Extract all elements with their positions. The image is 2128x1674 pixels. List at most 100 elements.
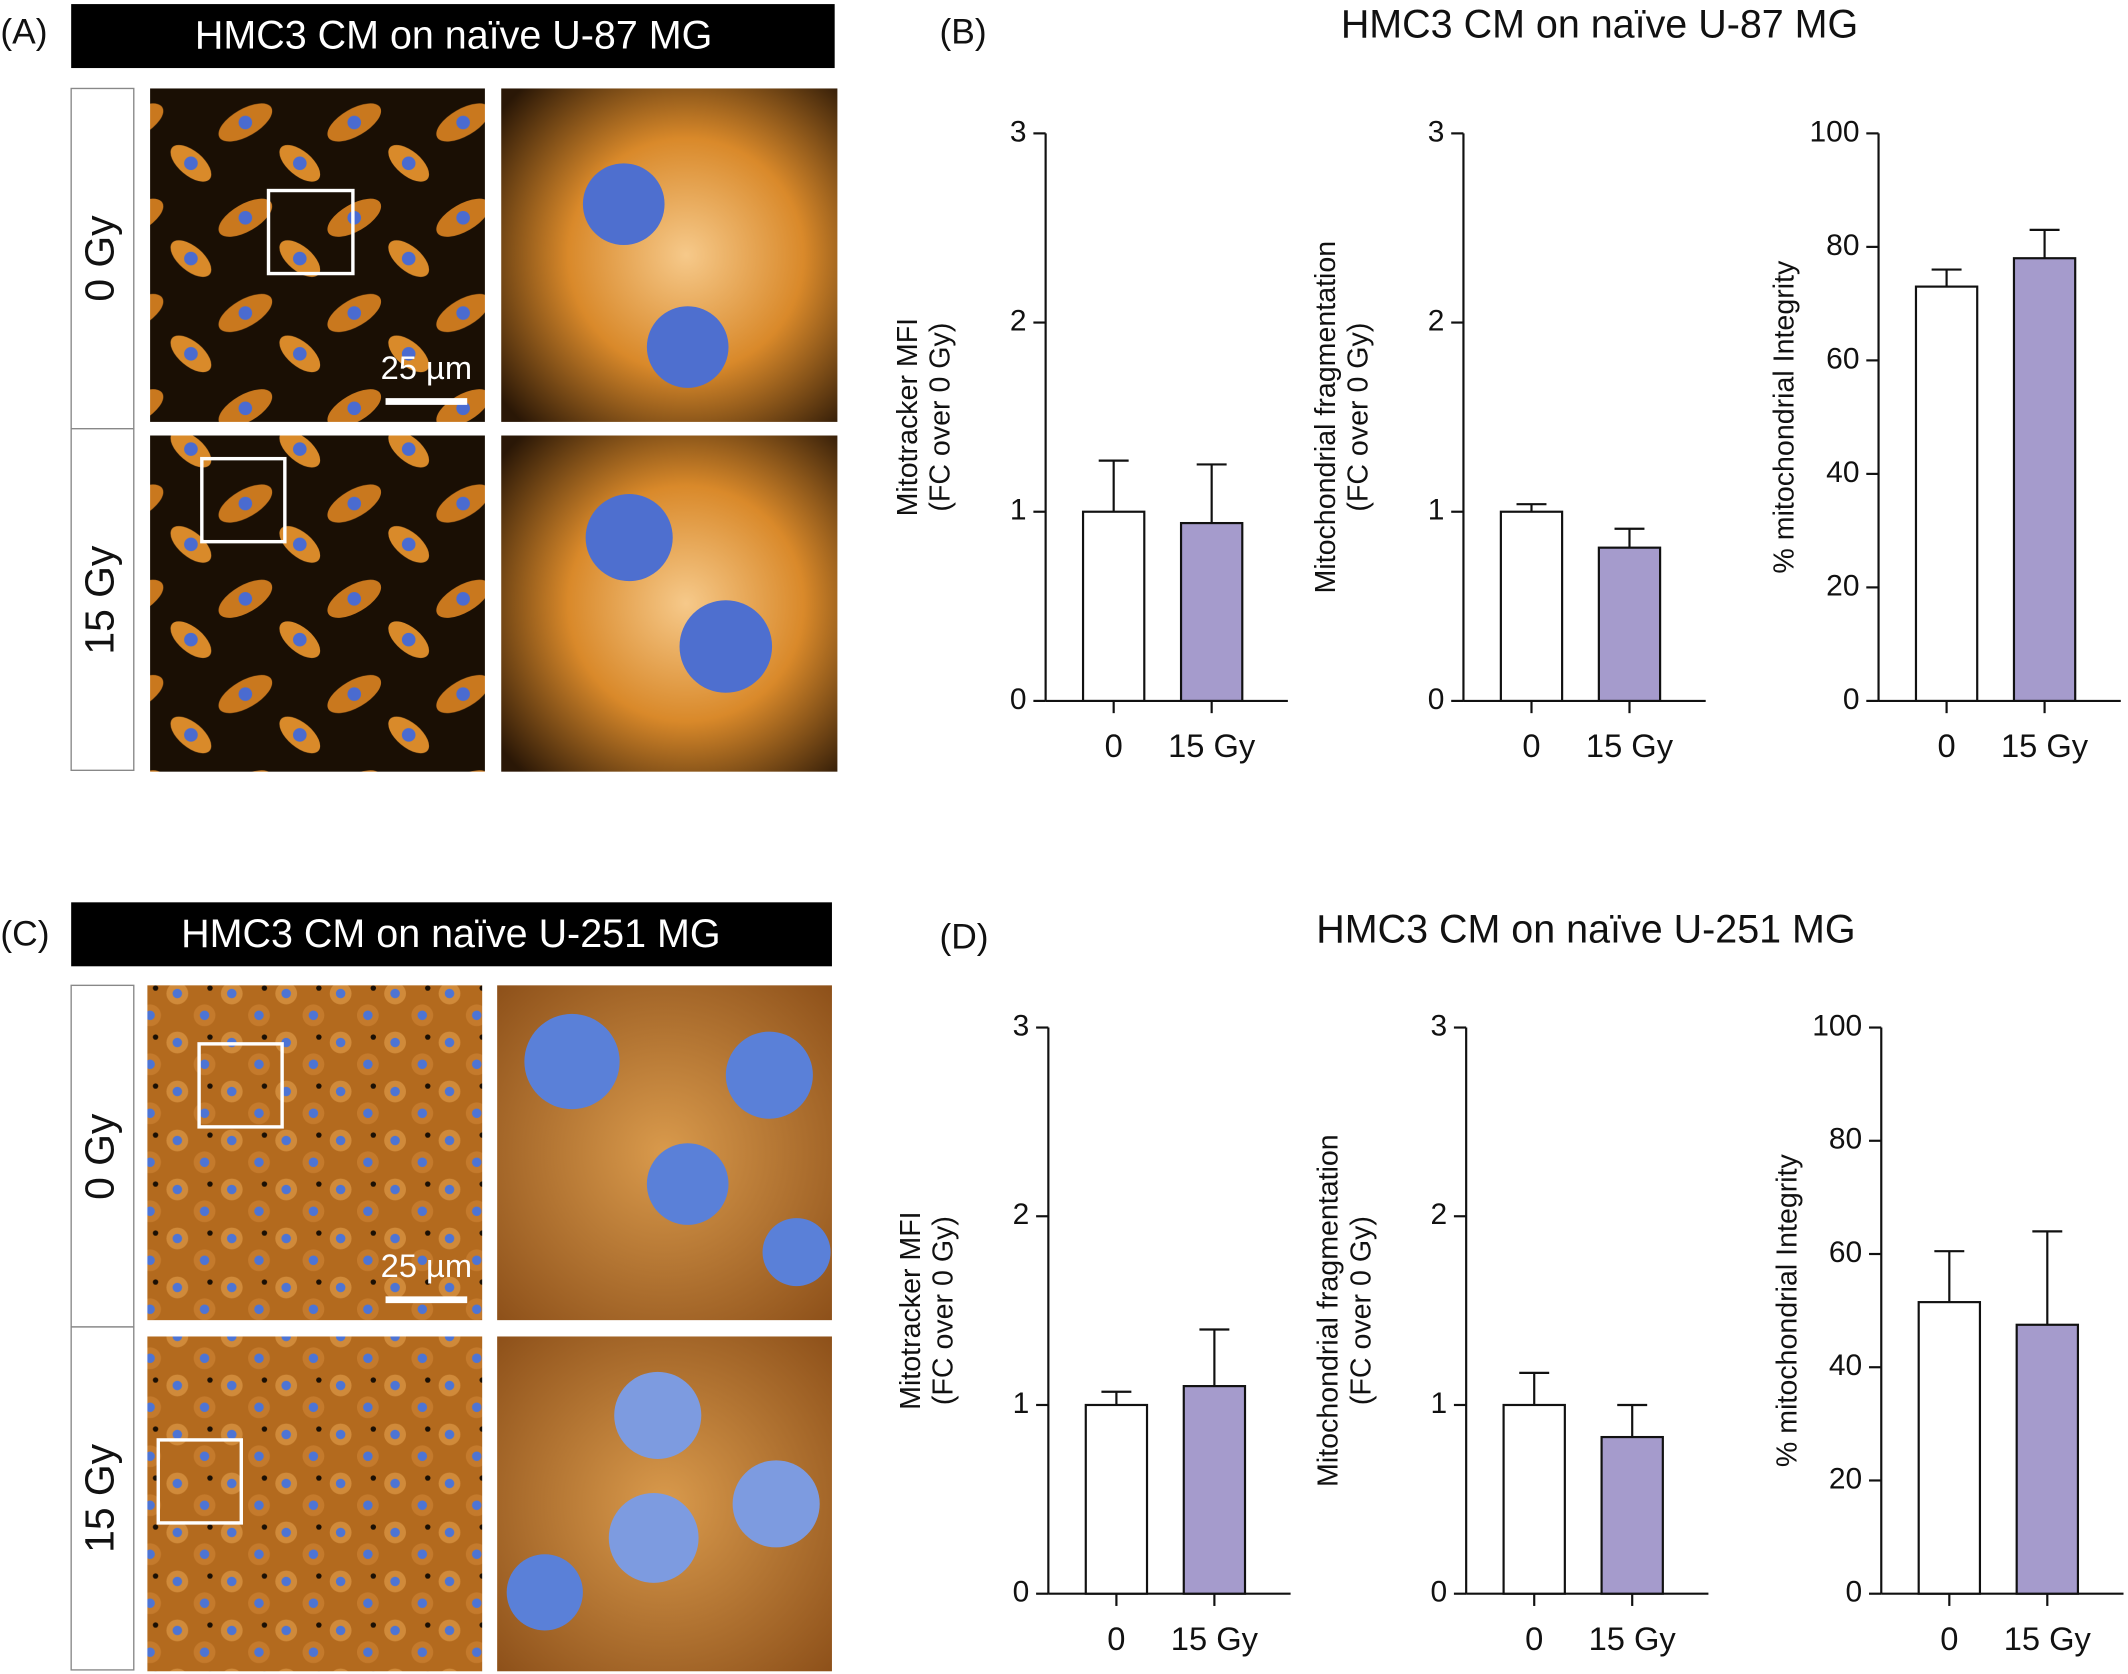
bar bbox=[2012, 257, 2077, 702]
inset-box bbox=[197, 1042, 284, 1129]
y-tick-label: 80 bbox=[1829, 1123, 1862, 1156]
y-axis-label: % mitochondrial Integrity bbox=[1771, 1153, 1803, 1467]
nucleus bbox=[585, 494, 673, 582]
row-label: 15 Gy bbox=[76, 545, 122, 654]
y-tick-label: 40 bbox=[1826, 456, 1859, 489]
y-axis-label: Mitochondrial fragmentation bbox=[1313, 1134, 1345, 1487]
row-box bbox=[70, 984, 135, 1328]
y-tick-label: 100 bbox=[1810, 115, 1860, 148]
y-tick-label: 2 bbox=[1010, 304, 1027, 337]
y-tick-label: 100 bbox=[1812, 1009, 1862, 1042]
bar bbox=[1600, 1435, 1664, 1595]
panel-label: (A) bbox=[0, 12, 47, 51]
y-tick-label: 3 bbox=[1428, 115, 1445, 148]
y-tick-label: 1 bbox=[1010, 494, 1027, 527]
x-tick-label: 15 Gy bbox=[1168, 727, 1256, 764]
bar bbox=[1179, 521, 1244, 702]
panel-label: (C) bbox=[0, 915, 49, 954]
panel-title: HMC3 CM on naïve U-251 MG bbox=[181, 912, 720, 956]
y-tick-label: 1 bbox=[1430, 1387, 1447, 1420]
panel-header bbox=[71, 4, 835, 69]
x-tick-label: 0 bbox=[1940, 1620, 1958, 1657]
y-axis-label: % mitochondrial Integrity bbox=[1769, 260, 1801, 574]
micrograph bbox=[150, 88, 485, 422]
y-tick-label: 3 bbox=[1013, 1009, 1030, 1042]
y-tick-label: 0 bbox=[1010, 683, 1027, 716]
scale-bar-label: 25 µm bbox=[381, 1247, 472, 1284]
y-tick-label: 20 bbox=[1829, 1462, 1862, 1495]
y-tick-label: 1 bbox=[1428, 494, 1445, 527]
x-tick-label: 15 Gy bbox=[2004, 1620, 2092, 1657]
bar bbox=[1914, 285, 1979, 702]
y-axis-label: (FC over 0 Gy) bbox=[927, 1216, 959, 1405]
bar bbox=[1597, 546, 1662, 702]
micrograph-zoom bbox=[501, 435, 838, 772]
nucleus bbox=[506, 1554, 583, 1631]
nucleus bbox=[732, 1460, 820, 1548]
x-tick-label: 15 Gy bbox=[1171, 1620, 1259, 1657]
x-tick-label: 15 Gy bbox=[1586, 727, 1674, 764]
bar bbox=[1502, 1403, 1566, 1595]
y-tick-label: 1 bbox=[1013, 1387, 1030, 1420]
y-tick-label: 40 bbox=[1829, 1349, 1862, 1382]
y-axis-label: (FC over 0 Gy) bbox=[1345, 1216, 1377, 1405]
y-axis-label: Mitotracker MFI bbox=[892, 318, 924, 516]
nucleus bbox=[679, 600, 773, 693]
row-box bbox=[70, 428, 135, 771]
x-tick-label: 15 Gy bbox=[1589, 1620, 1677, 1657]
y-tick-label: 3 bbox=[1430, 1009, 1447, 1042]
row-box bbox=[70, 87, 135, 430]
nucleus bbox=[608, 1492, 699, 1583]
y-axis-label: (FC over 0 Gy) bbox=[1343, 323, 1375, 512]
y-tick-label: 2 bbox=[1430, 1198, 1447, 1231]
row-label: 15 Gy bbox=[76, 1443, 122, 1552]
x-tick-label: 0 bbox=[1938, 727, 1956, 764]
y-tick-label: 0 bbox=[1430, 1576, 1447, 1609]
nucleus bbox=[646, 306, 729, 388]
micrograph bbox=[150, 435, 485, 772]
y-tick-label: 20 bbox=[1826, 569, 1859, 602]
bar bbox=[2015, 1323, 2080, 1595]
bar bbox=[1917, 1301, 1982, 1595]
y-tick-label: 2 bbox=[1428, 304, 1445, 337]
scale-bar-label: 25 µm bbox=[381, 349, 472, 386]
micrograph bbox=[147, 1336, 483, 1672]
inset-box bbox=[266, 188, 355, 276]
y-axis-label: (FC over 0 Gy) bbox=[925, 323, 957, 512]
inset-box bbox=[200, 456, 287, 544]
y-axis-label: Mitochondrial fragmentation bbox=[1310, 241, 1342, 594]
nucleus bbox=[725, 1031, 813, 1119]
bar bbox=[1084, 1403, 1149, 1595]
y-tick-label: 2 bbox=[1013, 1198, 1030, 1231]
nucleus bbox=[762, 1218, 831, 1287]
nucleus bbox=[524, 1013, 620, 1110]
x-tick-label: 0 bbox=[1105, 727, 1123, 764]
y-tick-label: 60 bbox=[1829, 1236, 1862, 1269]
y-tick-label: 0 bbox=[1846, 1576, 1863, 1609]
panel-title: HMC3 CM on naïve U-87 MG bbox=[195, 14, 712, 58]
y-tick-label: 0 bbox=[1013, 1576, 1030, 1609]
inset-box bbox=[156, 1438, 243, 1525]
x-tick-label: 0 bbox=[1525, 1620, 1543, 1657]
y-axis-label: Mitotracker MFI bbox=[895, 1211, 927, 1409]
nucleus bbox=[646, 1143, 729, 1225]
y-tick-label: 80 bbox=[1826, 229, 1859, 262]
row-box bbox=[70, 1326, 135, 1671]
y-tick-label: 3 bbox=[1010, 115, 1027, 148]
x-tick-label: 15 Gy bbox=[2001, 727, 2089, 764]
panel-title: HMC3 CM on naïve U-251 MG bbox=[1316, 908, 1855, 952]
panel-label: (D) bbox=[939, 917, 988, 956]
y-tick-label: 60 bbox=[1826, 342, 1859, 375]
row-label: 0 Gy bbox=[76, 215, 122, 302]
bar bbox=[1081, 510, 1146, 702]
x-tick-label: 0 bbox=[1522, 727, 1540, 764]
panel-title: HMC3 CM on naïve U-87 MG bbox=[1341, 3, 1858, 47]
bar bbox=[1499, 510, 1564, 702]
nucleus bbox=[614, 1371, 702, 1459]
y-tick-label: 0 bbox=[1428, 683, 1445, 716]
row-label: 0 Gy bbox=[76, 1113, 122, 1200]
y-tick-label: 0 bbox=[1843, 683, 1860, 716]
x-tick-label: 0 bbox=[1107, 1620, 1125, 1657]
